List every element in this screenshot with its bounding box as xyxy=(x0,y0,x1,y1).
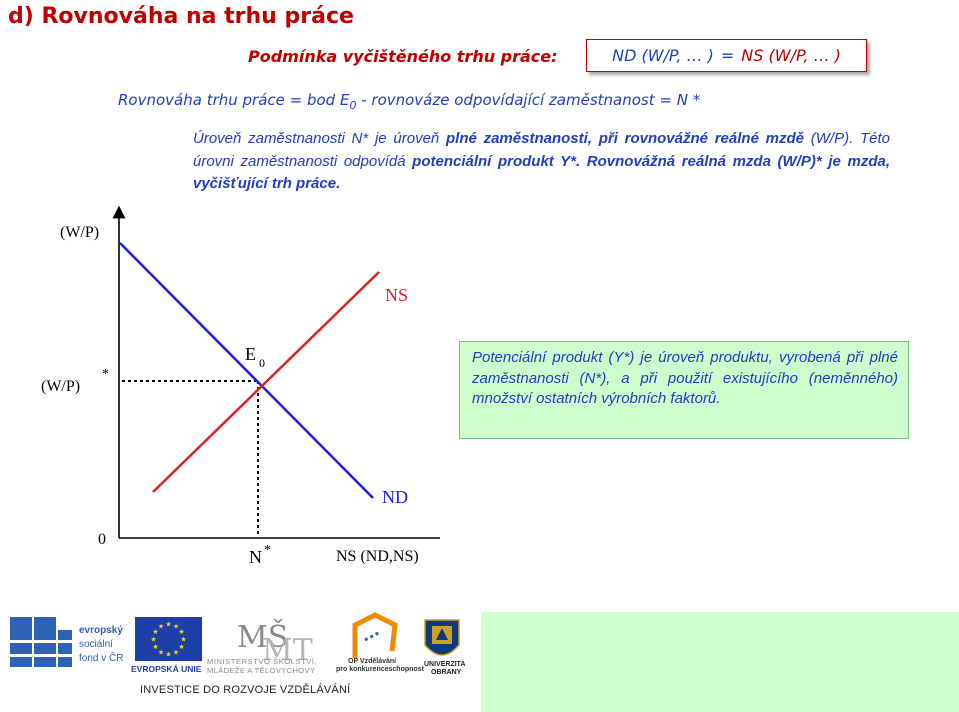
uo-text-1: UNIVERZITA xyxy=(424,661,465,668)
n-star-superscript: * xyxy=(264,543,271,558)
n-star-label: N xyxy=(249,547,262,567)
equilibrium-text-1: Rovnováha trhu práce = bod E xyxy=(118,91,350,109)
origin-label: 0 xyxy=(98,531,106,548)
svg-text:MT: MT xyxy=(262,633,313,668)
footer-green-panel xyxy=(481,612,959,712)
uo-text-2: OBRANY xyxy=(431,669,462,676)
eu-star-icon: ★ xyxy=(178,643,184,651)
eu-star-icon: ★ xyxy=(150,636,156,644)
eu-star-icon: ★ xyxy=(173,648,179,656)
eu-star-icon: ★ xyxy=(152,628,158,636)
x-axis-label: NS (ND,NS) xyxy=(336,548,419,565)
msmt-logo: MŠ MT MINISTERSTVO ŠKOLSTVÍ, MLÁDEŽE A T… xyxy=(207,619,317,675)
equilibrium-point-subscript: 0 xyxy=(259,356,265,370)
eu-star-icon: ★ xyxy=(152,643,158,651)
msmt-text-2: MLÁDEŽE A TĚLOVÝCHOVY xyxy=(207,666,315,675)
condition-nd: ND (W/P, … ) xyxy=(612,46,714,65)
condition-ns: NS (W/P, … ) xyxy=(741,46,841,65)
svg-text:MŠ: MŠ xyxy=(237,619,288,655)
paragraph-text-1: Úroveň zaměstnanosti N* je úroveň xyxy=(193,130,447,147)
paragraph-bold-1: plné zaměstnanosti, při rovnovážné reáln… xyxy=(446,130,804,147)
eu-star-icon: ★ xyxy=(178,628,184,636)
condition-equation-box: ND (W/P, … ) = NS (W/P, … ) xyxy=(586,39,867,72)
equilibrium-subscript: 0 xyxy=(349,99,357,112)
op-vk-logo: OP Vzdělávání pro konkurenceschopnost xyxy=(336,612,425,673)
slide-title: d) Rovnováha na trhu práce xyxy=(8,4,354,29)
op-text-1: OP Vzdělávání xyxy=(348,658,397,665)
op-text-2: pro konkurenceschopnost xyxy=(336,666,425,673)
y-axis-label: (W/P) xyxy=(60,224,99,241)
condition-label: Podmínka vyčištěného trhu práce: xyxy=(248,47,558,66)
footer-logos: evropský sociální fond v ČR ★ ★★★★★★★★★★★… xyxy=(8,612,465,676)
esf-text-1: evropský xyxy=(79,625,123,636)
eu-star-icon: ★ xyxy=(173,623,179,631)
esf-text-2: sociální xyxy=(79,639,113,650)
eu-star-icon: ★ xyxy=(158,648,164,656)
invest-in-education-slogan: INVESTICE DO ROZVOJE VZDĚLÁVÁNÍ xyxy=(140,684,351,696)
eu-flag-logo: ★ ★★★★★★★★★★★ EVROPSKÁ UNIE xyxy=(131,617,202,674)
ns-curve xyxy=(152,271,380,493)
nd-curve xyxy=(119,242,374,499)
eu-star-icon: ★ xyxy=(165,621,171,629)
labor-market-diagram: (W/P) (W/P) * 0 N * NS (ND,NS) NS ND E 0 xyxy=(41,205,440,567)
esf-text-3: fond v ČR xyxy=(79,651,123,664)
y-star-superscript: * xyxy=(102,367,109,382)
msmt-text-1: MINISTERSTVO ŠKOLSTVÍ, xyxy=(207,657,317,666)
equilibrium-point-label: E xyxy=(245,344,256,364)
eu-star-icon: ★ xyxy=(158,623,164,631)
university-of-defence-logo: UNIVERZITA OBRANY xyxy=(424,619,465,676)
eu-star-icon: ★ xyxy=(165,651,171,659)
condition-equals: = xyxy=(720,46,735,65)
equilibrium-text-2: - rovnováze odpovídající zaměstnanost = … xyxy=(356,91,701,109)
full-employment-paragraph: Úroveň zaměstnanosti N* je úroveň plné z… xyxy=(193,128,890,196)
paragraph-text-2: (W/P). Této úrovni zaměstnanosti odpovíd… xyxy=(193,130,890,170)
equilibrium-definition: Rovnováha trhu práce = bod E0 - rovnováz… xyxy=(118,91,701,112)
eu-star-icon: ★ xyxy=(180,636,186,644)
paragraph-bold-2: potenciální produkt Y*. Rovnovážná reáln… xyxy=(193,152,890,193)
y-star-label: (W/P) xyxy=(41,378,80,395)
eu-text: EVROPSKÁ UNIE xyxy=(131,664,202,674)
esf-logo: evropský sociální fond v ČR xyxy=(8,617,123,667)
nd-curve-label: ND xyxy=(382,487,408,507)
ns-curve-label: NS xyxy=(385,285,408,305)
potential-output-info-box: Potenciální produkt (Y*) je úroveň produ… xyxy=(459,341,909,439)
